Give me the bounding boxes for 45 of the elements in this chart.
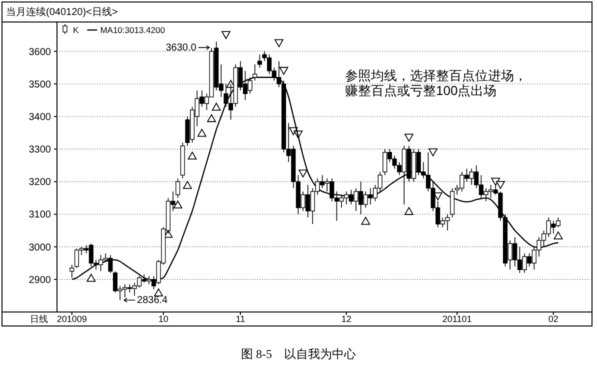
- point: [428, 148, 438, 156]
- y-tick-label: 3000: [28, 242, 52, 254]
- annotation: 2836.4: [137, 295, 168, 306]
- y-tick-label: 3300: [28, 144, 52, 156]
- annotation: 3630.0: [166, 42, 197, 54]
- x-tick-label: 201009: [56, 314, 87, 324]
- x-tick-label: 02: [548, 314, 558, 324]
- y-tick-label: 2900: [28, 274, 52, 286]
- candlestick: [450, 188, 455, 218]
- x-axis-title: 日线: [30, 314, 48, 324]
- legend-label: K: [73, 25, 79, 35]
- point: [207, 114, 216, 122]
- point: [188, 152, 197, 160]
- point: [222, 31, 230, 39]
- chart-title: 当月连续(040120)<日线>: [6, 6, 118, 18]
- point: [554, 231, 563, 240]
- y-tick-label: 3100: [28, 210, 52, 221]
- point: [212, 102, 221, 111]
- annotation: 赚整百点或亏整100点出场: [345, 83, 497, 98]
- x-tick-label: 12: [341, 314, 352, 324]
- y-tick-label: 3600: [28, 46, 52, 58]
- point: [197, 128, 206, 137]
- point: [173, 200, 182, 208]
- x-tick-label: 201101: [442, 314, 472, 324]
- y-tick-label: 3500: [28, 79, 52, 90]
- point: [404, 134, 414, 142]
- candlestick: [176, 178, 180, 198]
- point: [274, 39, 284, 48]
- point: [496, 180, 505, 189]
- annotation: 参照均线，选择整百点位进场，: [345, 68, 527, 83]
- point: [183, 180, 192, 189]
- y-tick-label: 3400: [28, 112, 52, 123]
- point: [86, 274, 96, 282]
- y-tick-label: 3200: [28, 177, 52, 188]
- x-tick-label: 11: [236, 314, 246, 324]
- x-tick-label: 10: [158, 314, 168, 324]
- point: [279, 66, 288, 75]
- point: [361, 216, 370, 225]
- point: [404, 207, 414, 215]
- caption: 图 8-5 以自我为中心: [241, 347, 356, 361]
- legend-label: MA10:3013.4200: [100, 25, 166, 35]
- point: [298, 170, 308, 178]
- point: [154, 288, 164, 296]
- point: [491, 178, 500, 186]
- candlestick: [257, 54, 262, 68]
